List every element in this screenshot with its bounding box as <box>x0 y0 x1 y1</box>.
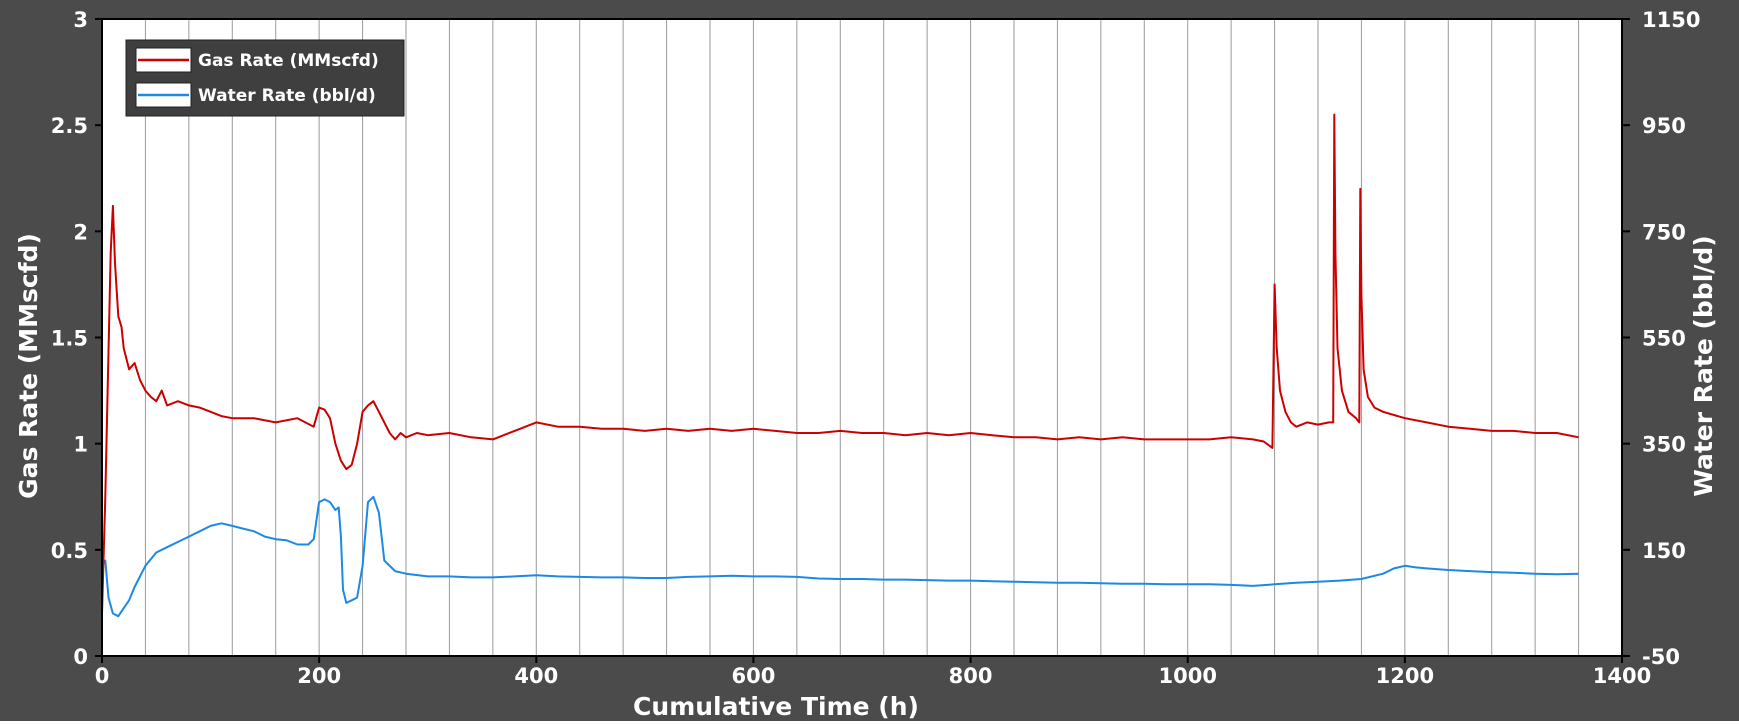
y2-tick-label: 950 <box>1642 114 1686 138</box>
vertical-grid <box>144 19 1580 656</box>
plot-area <box>102 19 1622 656</box>
y-tick-label: 1.5 <box>51 327 88 351</box>
legend-label-water: Water Rate (bbl/d) <box>198 86 376 106</box>
water-rate-line <box>101 495 1579 618</box>
y2-axis-title: Water Rate (bbl/d) <box>1689 235 1718 496</box>
x-tick-label: 200 <box>297 664 341 688</box>
y2-tick-label: 1150 <box>1642 8 1700 32</box>
y-tick-label: 2 <box>73 220 88 244</box>
legend: Gas Rate (MMscfd) Water Rate (bbl/d) <box>125 39 405 117</box>
x-tick-label: 0 <box>95 664 110 688</box>
y-tick-label: 2.5 <box>51 114 88 138</box>
legend-item-water: Water Rate (bbl/d) <box>135 82 376 108</box>
legend-label-gas: Gas Rate (MMscfd) <box>198 51 379 71</box>
y-tick-label: 1 <box>73 433 88 457</box>
y-tick-label: 0 <box>73 645 88 669</box>
y2-tick-label: 150 <box>1642 539 1686 563</box>
axis-ticks: 0 200 400 600 800 1000 1200 1400 0 0.5 1 1.5 2 2.5 3 -5… <box>51 8 1701 688</box>
gas-rate-line <box>101 113 1579 614</box>
x-tick-label: 1000 <box>1158 664 1216 688</box>
x-tick-label: 800 <box>949 664 993 688</box>
x-axis-title: Cumulative Time (h) <box>633 692 919 721</box>
y-tick-label: 0.5 <box>51 539 88 563</box>
y2-tick-label: 550 <box>1642 327 1686 351</box>
y-axis-title: Gas Rate (MMscfd) <box>14 233 43 499</box>
y2-tick-label: 350 <box>1642 433 1686 457</box>
x-tick-label: 400 <box>514 664 558 688</box>
x-tick-label: 1200 <box>1376 664 1434 688</box>
series-layer <box>101 113 1579 618</box>
y-tick-label: 3 <box>73 8 88 32</box>
y2-tick-label: 750 <box>1642 220 1686 244</box>
x-tick-label: 600 <box>732 664 776 688</box>
legend-item-gas: Gas Rate (MMscfd) <box>135 47 379 73</box>
x-tick-label: 1400 <box>1593 664 1651 688</box>
y2-tick-label: -50 <box>1642 645 1680 669</box>
